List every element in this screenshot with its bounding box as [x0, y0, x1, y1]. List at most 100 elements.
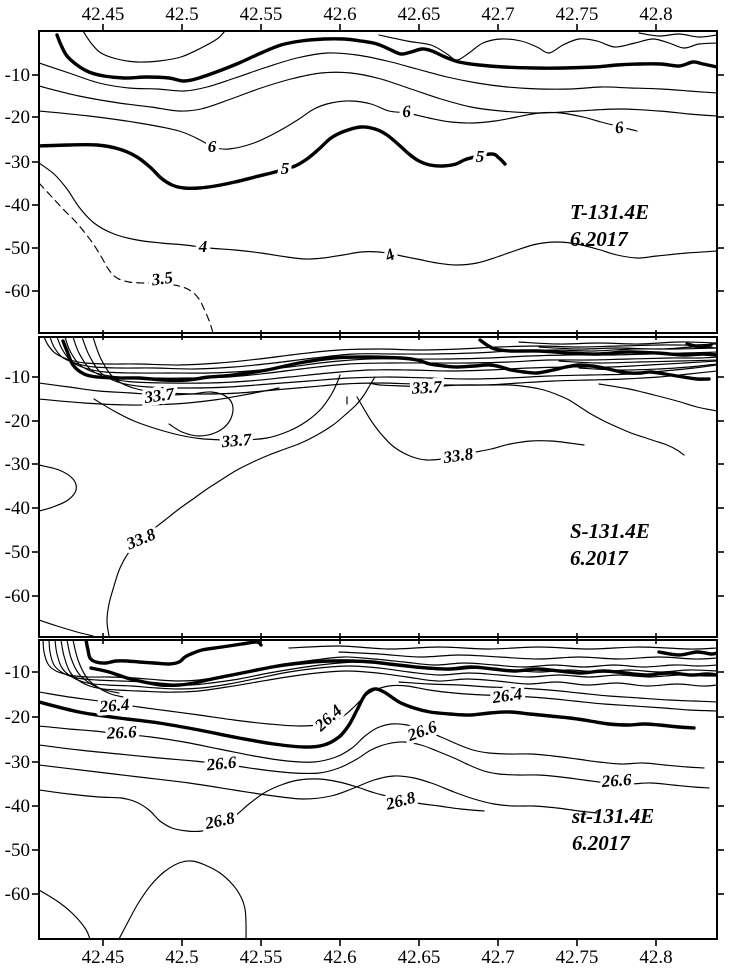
panel-title: S-131.4E [570, 519, 650, 543]
contour-line-bold [39, 687, 696, 749]
contour-label: 26.6 [105, 722, 137, 743]
contour-line [39, 619, 94, 637]
contour-label: 26.4 [490, 684, 523, 707]
contour-line-bold [55, 33, 717, 83]
y-tick-label: -10 [5, 662, 30, 683]
panel-frame [38, 639, 718, 940]
y-tick-label: -50 [5, 542, 30, 563]
x-tick-label-bottom: 42.7 [481, 947, 514, 968]
x-tick-label-top: 42.55 [240, 4, 283, 25]
contour-line [638, 32, 717, 38]
contour-line-bold [39, 125, 507, 190]
contour-line-bold [84, 640, 263, 666]
contour-label: 26.4 [310, 701, 346, 736]
contour-line [43, 337, 717, 366]
panel-subtitle: 6.2017 [570, 546, 629, 570]
contour-line [54, 640, 717, 690]
panel-salinity: 33.733.733.733.833.8 S-131.4E6.2017-10-20… [5, 330, 724, 644]
x-tick-label-bottom: 42.55 [240, 947, 283, 968]
panel-frame [38, 30, 718, 334]
contour-line-dashed [39, 182, 214, 333]
contour-line [39, 684, 717, 727]
contour-line [288, 645, 717, 650]
contour-label: 6 [401, 102, 412, 122]
contour-line [39, 889, 91, 939]
y-tick-label: -50 [5, 238, 30, 259]
contour-lines [39, 31, 717, 333]
x-tick-label-top: 42.75 [556, 4, 599, 25]
y-tick-label: -60 [5, 884, 30, 905]
contour-line [39, 162, 717, 266]
x-tick-label-top: 42.8 [639, 4, 672, 25]
contour-line [538, 346, 717, 350]
contour-line [39, 100, 638, 150]
panel-subtitle: 6.2017 [572, 831, 631, 855]
x-tick-label-bottom: 42.5 [165, 947, 198, 968]
contour-label: 3.5 [149, 268, 174, 290]
y-tick-label: -40 [5, 195, 30, 216]
contour-line [39, 52, 717, 94]
contour-label: 26.6 [404, 717, 440, 746]
panel-title: st-131.4E [571, 804, 654, 828]
contour-label: 4 [198, 237, 208, 256]
contour-line [39, 778, 485, 833]
contour-line [39, 723, 705, 769]
contour-line [106, 376, 376, 637]
contour-label: 5 [476, 147, 485, 166]
contour-line [356, 396, 585, 461]
contour-label: 33.8 [441, 444, 475, 467]
contour-label: 26.8 [383, 788, 418, 814]
contour-line [338, 651, 717, 660]
contour-line [398, 681, 717, 703]
contour-line [558, 359, 717, 364]
contour-line [39, 764, 598, 814]
contour-label: 26.6 [205, 752, 238, 774]
panel-sigma-t: 26.4 26.6 26.4 26.6 26.4 26.6 26.6 26.8 26.8 st-1… [5, 633, 724, 946]
y-tick-label: -30 [5, 152, 30, 173]
y-tick-label: -20 [5, 707, 30, 728]
contour-line-bold [657, 650, 717, 657]
contour-label: 6 [208, 137, 217, 156]
contour-label: 4 [381, 245, 398, 266]
contour-line [48, 640, 717, 686]
contour-line-bold [478, 338, 717, 357]
contour-line [378, 34, 717, 61]
contour-line [368, 382, 685, 456]
contour-line [72, 640, 124, 698]
y-tick-label: -50 [5, 840, 30, 861]
contour-line [578, 363, 717, 371]
x-tick-label-top: 42.7 [481, 4, 514, 25]
contour-label: 5 [281, 159, 290, 178]
contour-line [82, 31, 226, 63]
y-tick-label: -20 [5, 107, 30, 128]
x-tick-label-bottom: 42.6 [323, 947, 356, 968]
panel-subtitle: 6.2017 [570, 227, 629, 251]
contour-line [92, 337, 717, 395]
y-tick-label: -30 [5, 752, 30, 773]
contour-label: 26.4 [98, 695, 130, 717]
contour-line [39, 741, 710, 789]
contour-lines [39, 640, 717, 939]
contour-line [118, 860, 247, 939]
contour-line [93, 374, 341, 441]
contour-label: 33.7 [220, 430, 254, 452]
contour-line [39, 387, 280, 406]
x-tick-label-top: 42.6 [323, 4, 356, 25]
y-tick-label: -60 [5, 586, 30, 607]
x-tick-label-bottom: 42.65 [398, 947, 441, 968]
x-tick-label-top: 42.5 [165, 4, 198, 25]
x-tick-label-bottom: 42.8 [639, 947, 672, 968]
x-tick-label-top: 42.65 [398, 4, 441, 25]
contour-line [39, 382, 234, 437]
x-tick-label-bottom: 42.45 [82, 947, 125, 968]
contour-line-bold [89, 659, 717, 687]
contour-label: 26.6 [600, 770, 632, 791]
contour-line [64, 337, 717, 379]
y-tick-label: -30 [5, 454, 30, 475]
y-tick-label: -10 [5, 367, 30, 388]
y-tick-label: -40 [5, 796, 30, 817]
contour-label: 26.8 [202, 808, 237, 833]
